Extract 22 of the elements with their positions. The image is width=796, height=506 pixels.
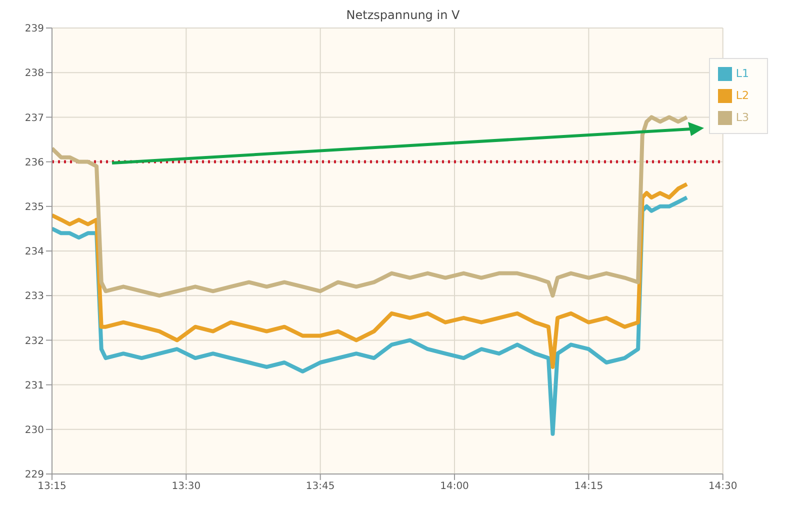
legend-label: L1 xyxy=(736,67,749,80)
y-tick-label: 236 xyxy=(24,157,44,168)
x-tick-label: 13:30 xyxy=(172,481,201,492)
x-tick-label: 13:15 xyxy=(38,481,66,492)
x-tick-label: 14:15 xyxy=(574,481,604,492)
legend-label: L2 xyxy=(736,89,749,102)
x-tick-label: 14:30 xyxy=(708,481,738,492)
y-tick-label: 237 xyxy=(24,112,44,124)
y-tick-label: 238 xyxy=(24,68,44,80)
x-tick-label: 14:00 xyxy=(440,481,469,492)
line-series xyxy=(52,115,689,298)
y-tick-label: 234 xyxy=(24,246,44,258)
y-tick-label: 231 xyxy=(24,380,44,392)
chart-title: Netzspannung in V xyxy=(345,8,461,22)
legend-label: L3 xyxy=(736,111,749,124)
y-tick-label: 229 xyxy=(24,470,44,481)
y-tick-label: 230 xyxy=(24,424,44,436)
y-tick-label: 232 xyxy=(24,336,44,347)
y-tick-label: 239 xyxy=(24,24,44,35)
y-tick-label: 235 xyxy=(24,202,44,213)
y-tick-label: 233 xyxy=(24,291,44,302)
x-tick-label: 13:45 xyxy=(306,481,335,492)
